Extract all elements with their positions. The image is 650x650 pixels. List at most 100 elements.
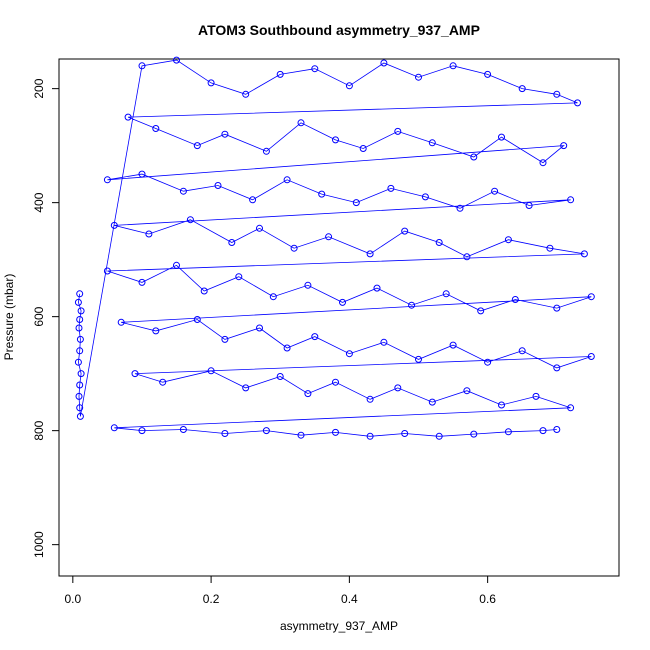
data-point [283,344,291,352]
data-point [318,190,326,198]
data-point [249,196,257,204]
data-point [339,298,346,306]
data-point [152,125,160,132]
data-point [470,430,478,438]
data-point [131,370,139,378]
data-point [553,364,561,372]
data-point [421,193,429,201]
data-point [387,184,395,192]
y-axis: 200 400 600 800 1000 [32,78,60,558]
data-point [428,139,436,147]
data-point [408,301,416,309]
data-point [456,204,464,212]
data-point [449,62,457,70]
data-point [262,147,270,155]
data-point [75,324,83,332]
data-point [587,353,595,360]
data-point [76,404,84,412]
data-point [428,398,436,406]
data-point [415,355,422,363]
data-point [587,293,595,301]
data-point [221,130,229,138]
data-point [477,307,485,315]
data-point [221,335,229,343]
data-point [138,427,146,435]
data-point [567,196,575,204]
data-point [504,236,512,244]
data-point [463,253,471,261]
data-point [401,227,409,235]
y-tick-label: 600 [32,306,46,326]
data-point [332,378,339,386]
data-point [173,261,180,269]
data-point [345,82,353,90]
data-point [256,324,263,332]
data-point [193,142,201,150]
data-point [214,182,222,189]
data-layer [74,56,595,440]
data-point [373,284,381,292]
y-tick-label: 800 [32,420,46,440]
data-point [352,199,360,207]
data-point [574,99,581,107]
data-point [276,373,284,380]
data-point [138,62,146,70]
data-point [77,307,85,315]
data-point [435,432,443,440]
data-point [76,335,84,343]
data-point [103,267,111,275]
data-point [200,287,208,295]
data-point [359,145,367,152]
data-point [491,187,499,195]
data-point [77,370,85,378]
data-point [173,56,180,64]
x-tick-label: 0.2 [203,592,220,606]
y-axis-label: Pressure (mbar) [2,274,16,361]
x-tick-label: 0.6 [479,592,496,606]
data-point [401,430,409,437]
data-point [74,358,82,366]
data-point [283,176,291,184]
data-point [539,159,547,167]
y-tick-label: 200 [32,78,46,98]
data-point [449,341,457,349]
data-point [297,431,305,439]
data-point [110,424,118,432]
data-point [511,296,519,303]
data-point [179,187,187,195]
data-point [332,136,339,144]
x-axis-label: asymmetry_937_AMP [280,619,398,633]
x-tick-label: 0.4 [341,592,358,606]
data-point [442,290,450,298]
data-point [553,90,561,98]
plot-frame [58,58,620,577]
data-point [525,202,533,209]
data-point [311,65,319,73]
data-point [152,327,160,335]
data-point [325,233,333,241]
data-point [394,384,402,392]
data-point [221,430,229,437]
data-point [276,70,284,78]
data-point [207,79,215,87]
data-point [470,153,478,161]
data-point [394,127,402,135]
data-point [532,392,540,400]
data-point [345,350,353,358]
x-axis: 0.0 0.2 0.4 0.6 [64,575,496,606]
data-point [138,278,146,286]
data-point [76,412,84,420]
data-point [290,244,298,252]
data-point [415,73,422,81]
data-point [228,239,236,246]
data-point [138,170,146,178]
data-point [304,281,312,289]
data-point [76,347,84,355]
data-point [567,404,575,412]
data-point [269,293,277,301]
data-point [332,428,339,436]
data-point [484,70,492,78]
data-point [76,316,84,323]
data-point [366,395,374,403]
